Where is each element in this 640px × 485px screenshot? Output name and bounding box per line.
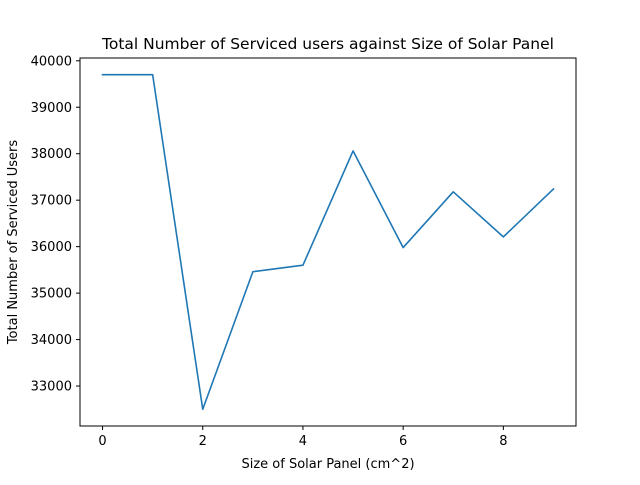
y-tick-label: 35000: [31, 287, 72, 302]
y-tick-label: 34000: [31, 333, 72, 348]
y-tick-label: 36000: [31, 240, 72, 255]
y-tick-label: 39000: [31, 101, 72, 116]
x-tick-label: 8: [499, 434, 507, 449]
y-axis-label: Total Number of Serviced Users: [6, 140, 21, 346]
plot-area-frame: [79, 57, 577, 427]
x-axis-label: Size of Solar Panel (cm^2): [241, 457, 414, 472]
series-line-0: [101, 73, 555, 411]
y-tick-label: 38000: [31, 147, 72, 162]
x-tick-label: 4: [299, 434, 307, 449]
x-axis-ticks: 0 2 4 6 8: [98, 426, 507, 449]
chart-title: Total Number of Serviced users against S…: [101, 35, 554, 53]
x-tick-label: 2: [199, 434, 207, 449]
x-tick-label: 6: [399, 434, 407, 449]
y-tick-label: 37000: [31, 194, 72, 209]
y-tick-label: 33000: [31, 380, 72, 395]
y-axis-ticks: 33000 34000 35000 36000 37000 38000 39000 40000: [31, 54, 80, 395]
x-tick-label: 0: [98, 434, 106, 449]
plot-layer: [101, 73, 555, 411]
y-tick-label: 40000: [31, 54, 72, 69]
